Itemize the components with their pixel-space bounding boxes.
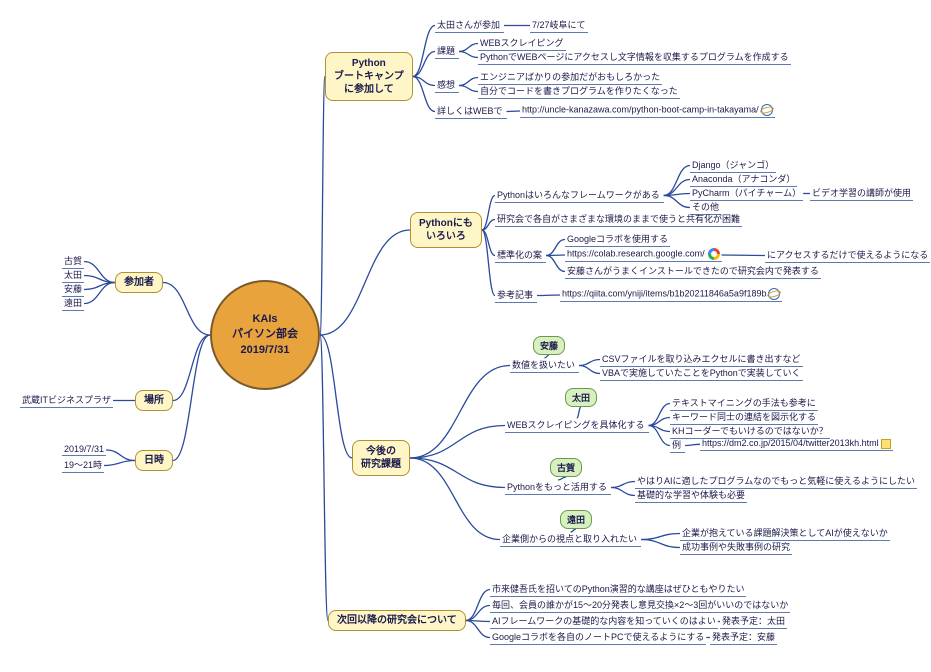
various-diff: 研究会で各自がさまざまな環境のままで使うと共有化が困難 [495, 212, 742, 227]
name-koga: 古賀 [550, 458, 582, 477]
participant-4: 遠田 [62, 296, 84, 311]
fw-3-note: ビデオ学習の講師が使用 [810, 186, 913, 201]
std-s2[interactable]: https://colab.research.google.com/ [565, 248, 722, 262]
fw-1: Django（ジャンゴ） [690, 158, 776, 173]
center-node: KAIs パイソン部会 2019/7/31 [210, 280, 320, 390]
bootcamp-topic: Python ブートキャンプ に参加して [325, 52, 413, 101]
bootcamp-l2: ブートキャンプ [334, 71, 404, 82]
note-icon [881, 439, 891, 449]
datetime-topic: 日時 [135, 450, 173, 471]
various-topic: Pythonにも いろいろ [410, 212, 482, 248]
ota-label: WEBスクレイピングを具体化する [505, 418, 649, 433]
next-s1: 市来健吾氏を招いてのPython演習的な講座はぜひともやりたい [490, 582, 746, 597]
ota-s1: テキストマイニングの手法も参考に [670, 396, 818, 411]
future-topic: 今後の 研究課題 [352, 440, 410, 476]
ota-url[interactable]: https://dm2.co.jp/2015/04/twitter2013kh.… [700, 438, 893, 451]
std-label: 標準化の案 [495, 248, 546, 263]
center-l2: パイソン部会 [232, 328, 298, 340]
next-s4: Googleコラボを各自のノートPCで使えるようにする [490, 630, 706, 645]
connector-lines [0, 0, 931, 672]
koga-s1: やはりAIに適したプログラムなのでもっと気軽に使えるようにしたい [635, 474, 917, 489]
ref-url-text: https://qiita.com/yniji/items/b1b2021184… [562, 288, 766, 298]
participant-2: 太田 [62, 268, 84, 283]
name-ota: 太田 [565, 388, 597, 407]
std-s3: 安藤さんがうまくインストールできたので研究会内で発表する [565, 264, 821, 279]
koga-s2: 基礎的な学習や体験も必要 [635, 488, 747, 503]
ref-label: 参考記事 [495, 288, 537, 303]
datetime-date: 2019/7/31 [62, 444, 106, 456]
bootcamp-p1: 太田さんが参加 [435, 18, 504, 33]
toda-label: 企業側からの視点と取り入れたい [500, 532, 641, 547]
bootcamp-p3-s1: エンジニアばかりの参加だがおもしろかった [478, 70, 662, 85]
std-s2-note: にアクセスするだけで使えるようになる [765, 248, 930, 263]
center-l3: 2019/7/31 [241, 344, 290, 356]
various-l2: いろいろ [426, 231, 466, 242]
name-ando: 安藤 [533, 336, 565, 355]
google-icon [708, 248, 720, 260]
toda-s1: 企業が抱えている課題解決策としてAIが使えないか [680, 526, 890, 541]
ota-url-text: https://dm2.co.jp/2015/04/twitter2013kh.… [702, 438, 879, 448]
bootcamp-p4: 詳しくはWEBで [435, 104, 507, 119]
participant-3: 安藤 [62, 282, 84, 297]
std-s2-text: https://colab.research.google.com/ [567, 248, 705, 258]
next-s4n: 発表予定：安藤 [710, 630, 777, 645]
ref-url[interactable]: https://qiita.com/yniji/items/b1b2021184… [560, 288, 782, 302]
koga-label: Pythonをもっと活用する [505, 480, 611, 495]
ota-s2: キーワード同士の連結を図示化する [670, 410, 818, 425]
participant-1: 古賀 [62, 254, 84, 269]
bootcamp-p2-s1: WEBスクレイピング [478, 36, 566, 51]
ando-s1: CSVファイルを取り込みエクセルに書き出すなど [600, 352, 803, 367]
bootcamp-l1: Python [352, 58, 386, 69]
ando-label: 数値を扱いたい [510, 358, 579, 373]
center-l1: KAIs [252, 313, 277, 325]
next-s3: AIフレームワークの基礎的な内容を知っていくのはよい [490, 614, 718, 629]
future-l2: 研究課題 [361, 459, 401, 470]
name-toda: 遠田 [560, 510, 592, 529]
ando-s2: VBAで実施していたことをPythonで実装していく [600, 366, 803, 381]
next-s2: 毎回、会員の誰かが15～20分発表し意見交換×2～3回がいいのではないか [490, 598, 790, 613]
bootcamp-p2: 課題 [435, 44, 459, 59]
future-l1: 今後の [366, 446, 396, 457]
fw-label: Pythonはいろんなフレームワークがある [495, 188, 664, 203]
bootcamp-p1-sub: 7/27岐阜にて [530, 18, 588, 33]
various-l1: Pythonにも [419, 218, 473, 229]
bootcamp-url-text: http://uncle-kanazawa.com/python-boot-ca… [522, 104, 759, 114]
datetime-time: 19～21時 [62, 458, 104, 473]
bootcamp-p3-s2: 自分でコードを書きプログラムを作りたくなった [478, 84, 680, 99]
ota-s3: KHコーダーでもいけるのではないか？ [670, 424, 830, 439]
fw-3: PyCharm（パイチャーム） [690, 186, 803, 201]
bootcamp-l3: に参加して [344, 84, 394, 95]
ie-icon [768, 288, 780, 300]
fw-2: Anaconda（アナコンダ） [690, 172, 797, 187]
std-s1: Googleコラボを使用する [565, 232, 670, 247]
bootcamp-p4-url[interactable]: http://uncle-kanazawa.com/python-boot-ca… [520, 104, 775, 118]
participants-topic: 参加者 [115, 272, 163, 293]
bootcamp-p3: 感想 [435, 78, 459, 93]
toda-s2: 成功事例や失敗事例の研究 [680, 540, 792, 555]
bootcamp-p2-s2: PythonでWEBページにアクセスし文字情報を収集するプログラムを作成する [478, 50, 791, 65]
ie-icon [761, 104, 773, 116]
place-value: 武蔵ITビジネスプラザ [20, 393, 113, 408]
next-s3n: 発表予定：太田 [720, 614, 787, 629]
place-topic: 場所 [135, 390, 173, 411]
next-topic: 次回以降の研究会について [328, 610, 466, 631]
ota-ex: 例 [670, 438, 685, 453]
